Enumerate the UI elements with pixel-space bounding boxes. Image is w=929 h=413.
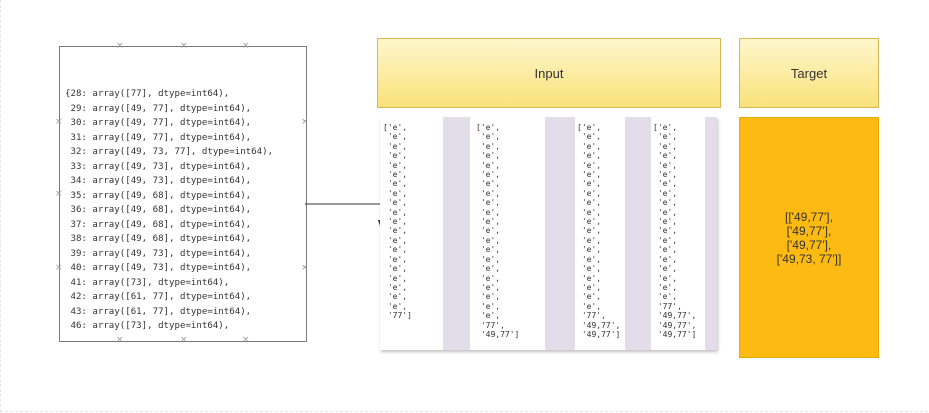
input-header-label: Input [534,65,564,81]
target-header[interactable]: Target [739,38,879,108]
input-header[interactable]: Input [377,38,721,108]
selection-handle[interactable]: × [301,117,309,127]
selection-handle[interactable]: × [55,263,63,273]
target-box[interactable]: [['49,77'], ['49,77'], ['49,77'], ['49,7… [739,117,879,358]
column-separator [545,117,575,350]
selection-handle[interactable]: × [55,189,63,199]
selection-handle[interactable]: × [301,263,309,273]
selection-handle[interactable]: × [180,335,188,345]
array-dict-box[interactable]: {28: array([77], dtype=int64), 29: array… [59,46,307,342]
selection-handle[interactable]: × [242,41,250,51]
input-sequence-column: ['e', 'e', 'e', 'e', 'e', 'e', 'e', 'e',… [383,123,412,321]
selection-handle[interactable]: × [242,335,250,345]
column-separator [625,117,651,350]
selection-handle[interactable]: × [180,41,188,51]
array-dict-text: {28: array([77], dtype=int64), 29: array… [65,89,274,331]
selection-handle[interactable]: × [55,117,63,127]
selection-handle[interactable]: × [116,41,124,51]
input-sequence-column: ['e', 'e', 'e', 'e', 'e', 'e', 'e', 'e',… [476,123,520,339]
target-header-label: Target [790,65,828,81]
input-sequences-panel[interactable]: ['e', 'e', 'e', 'e', 'e', 'e', 'e', 'e',… [380,117,717,350]
target-value-text: [['49,77'], ['49,77'], ['49,77'], ['49,7… [776,209,842,266]
selection-handle[interactable]: × [116,335,124,345]
column-separator [443,117,470,350]
input-sequence-column: ['e', 'e', 'e', 'e', 'e', 'e', 'e', 'e',… [577,123,621,339]
column-separator [705,117,717,350]
input-sequence-column: ['e', 'e', 'e', 'e', 'e', 'e', 'e', 'e',… [653,123,697,339]
connector-arrow[interactable] [300,190,390,236]
